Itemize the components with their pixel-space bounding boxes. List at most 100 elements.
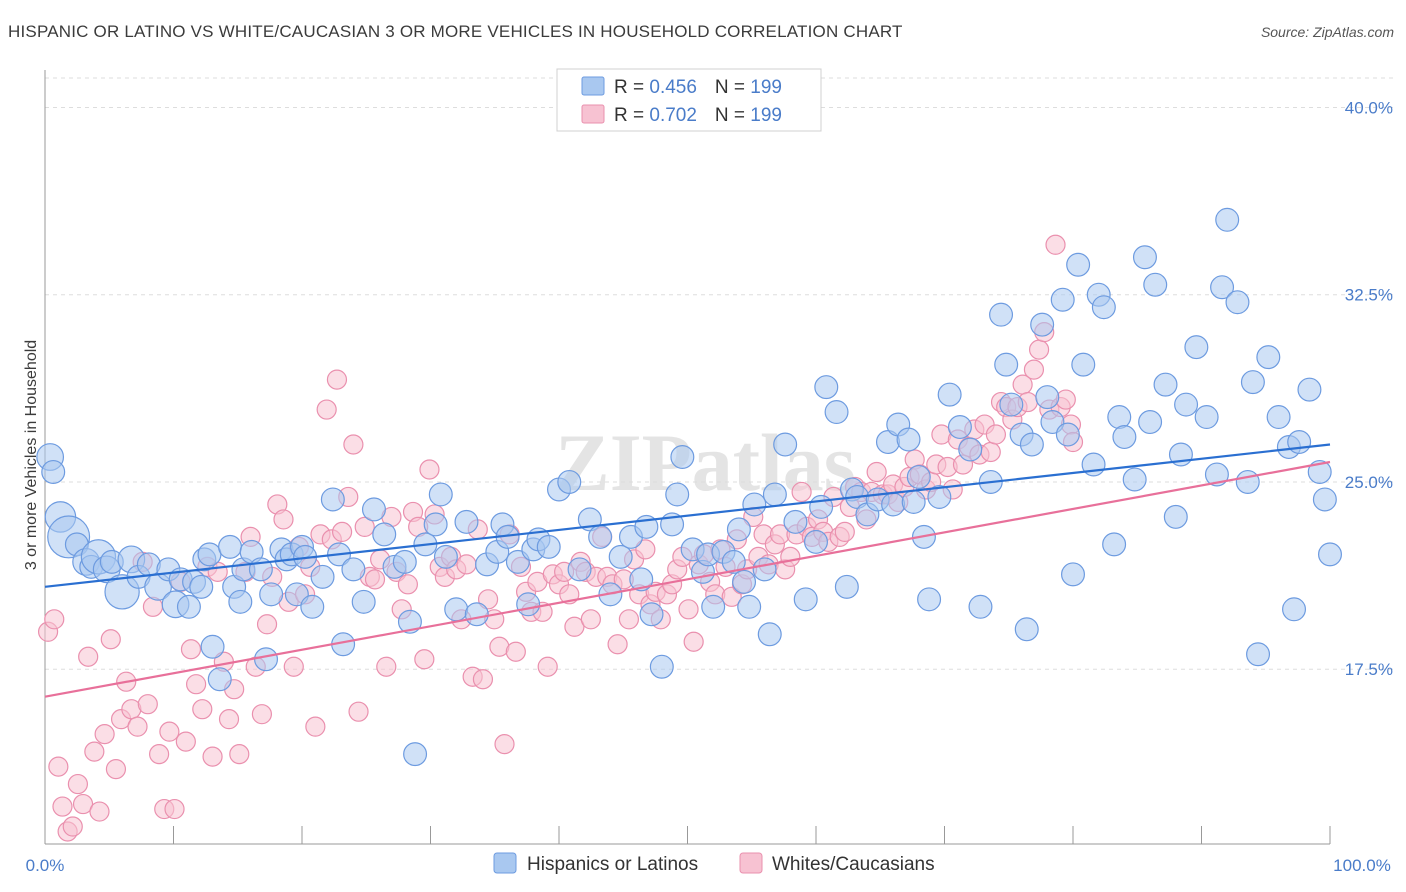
data-point bbox=[254, 647, 279, 672]
data-point bbox=[1112, 425, 1137, 450]
data-point bbox=[256, 614, 278, 635]
data-point bbox=[896, 427, 921, 452]
data-point bbox=[968, 594, 993, 619]
data-point bbox=[834, 521, 855, 543]
data-point bbox=[732, 569, 757, 594]
data-point bbox=[958, 437, 983, 462]
data-point bbox=[618, 609, 640, 630]
data-point bbox=[207, 667, 232, 692]
trend-line-hispanics bbox=[44, 443, 1331, 588]
legend-r-value-1: 0.702 bbox=[649, 105, 697, 126]
data-point bbox=[320, 487, 345, 512]
data-point bbox=[192, 699, 213, 720]
data-point bbox=[1204, 462, 1229, 487]
data-point bbox=[149, 744, 170, 765]
bottom-legend-label-1: Whites/Caucasians bbox=[772, 854, 935, 875]
data-point bbox=[1174, 392, 1199, 417]
data-point bbox=[403, 742, 428, 767]
data-point bbox=[428, 482, 453, 507]
data-point bbox=[105, 758, 127, 780]
data-point bbox=[1066, 252, 1091, 277]
x-tick-label-min: 0.0% bbox=[26, 856, 65, 875]
data-point bbox=[1312, 487, 1337, 512]
data-point bbox=[1153, 372, 1178, 397]
data-point bbox=[1138, 410, 1163, 435]
y-tick-label: 25.0% bbox=[1345, 473, 1393, 492]
data-point bbox=[326, 369, 348, 390]
data-point bbox=[1225, 290, 1250, 315]
data-point bbox=[537, 656, 558, 677]
data-point bbox=[670, 445, 695, 470]
data-point bbox=[376, 656, 397, 677]
data-point bbox=[472, 669, 494, 690]
data-point bbox=[316, 399, 337, 420]
data-point bbox=[639, 602, 664, 627]
data-point bbox=[757, 622, 782, 647]
legend-row-1: R = 0.702 N = 199 bbox=[614, 105, 782, 126]
legend-n-value-1: 199 bbox=[750, 105, 782, 126]
data-point bbox=[505, 641, 526, 662]
data-point bbox=[881, 492, 906, 517]
data-point bbox=[1194, 405, 1219, 430]
data-point bbox=[901, 489, 926, 514]
series-legend: Hispanics or Latinos Whites/Caucasians bbox=[493, 852, 935, 875]
data-point bbox=[635, 539, 656, 560]
data-point bbox=[980, 441, 1001, 463]
data-point bbox=[343, 434, 364, 455]
data-point bbox=[1317, 542, 1342, 567]
data-point bbox=[164, 798, 185, 820]
data-point bbox=[331, 521, 353, 543]
data-point bbox=[361, 497, 386, 522]
data-point bbox=[89, 801, 110, 822]
data-point bbox=[1215, 207, 1240, 232]
data-point bbox=[607, 634, 628, 655]
data-point bbox=[494, 734, 515, 755]
data-point bbox=[310, 564, 335, 589]
data-point bbox=[824, 400, 849, 425]
data-point bbox=[1102, 532, 1127, 557]
data-point bbox=[48, 756, 69, 777]
data-point bbox=[773, 432, 798, 457]
data-point bbox=[1060, 562, 1085, 587]
data-point bbox=[1297, 377, 1322, 402]
data-point bbox=[180, 639, 202, 660]
data-point bbox=[351, 589, 376, 614]
y-axis-tick-labels: 17.5% 25.0% 32.5% 40.0% bbox=[1345, 98, 1393, 679]
data-point bbox=[259, 582, 284, 607]
data-point bbox=[1019, 432, 1044, 457]
data-point bbox=[994, 352, 1019, 377]
legend-n-label-1: N = bbox=[715, 105, 750, 126]
data-point bbox=[1050, 287, 1075, 312]
data-point bbox=[683, 631, 704, 652]
legend-swatch-blue bbox=[581, 76, 605, 96]
data-point bbox=[793, 587, 818, 612]
data-point bbox=[197, 542, 222, 567]
bottom-legend-label-0: Hispanics or Latinos bbox=[527, 854, 698, 875]
data-point bbox=[454, 509, 479, 534]
data-point bbox=[834, 574, 859, 599]
data-point bbox=[1045, 234, 1066, 255]
legend-r-label-1: R = bbox=[614, 105, 649, 126]
legend-row-0: R = 0.456 N = 199 bbox=[614, 77, 782, 98]
y-tick-label: 40.0% bbox=[1345, 98, 1393, 117]
data-point bbox=[947, 415, 972, 440]
data-point bbox=[701, 594, 726, 619]
data-point bbox=[1055, 422, 1080, 447]
data-point bbox=[477, 589, 499, 610]
data-point bbox=[100, 629, 121, 650]
data-point bbox=[464, 602, 489, 627]
y-axis-label: 3 or more Vehicles in Household bbox=[23, 340, 40, 570]
data-point bbox=[917, 587, 942, 612]
data-point bbox=[1055, 389, 1076, 410]
legend-r-value-0: 0.456 bbox=[649, 77, 697, 98]
data-point bbox=[567, 557, 592, 582]
data-point bbox=[906, 464, 931, 489]
data-point bbox=[1132, 245, 1157, 270]
data-point bbox=[737, 594, 762, 619]
legend-r-label-0: R = bbox=[614, 77, 649, 98]
data-point bbox=[348, 701, 369, 722]
legend-swatch-pink bbox=[581, 104, 605, 124]
data-point bbox=[218, 709, 240, 730]
data-point bbox=[985, 424, 1007, 445]
data-point bbox=[354, 516, 375, 538]
